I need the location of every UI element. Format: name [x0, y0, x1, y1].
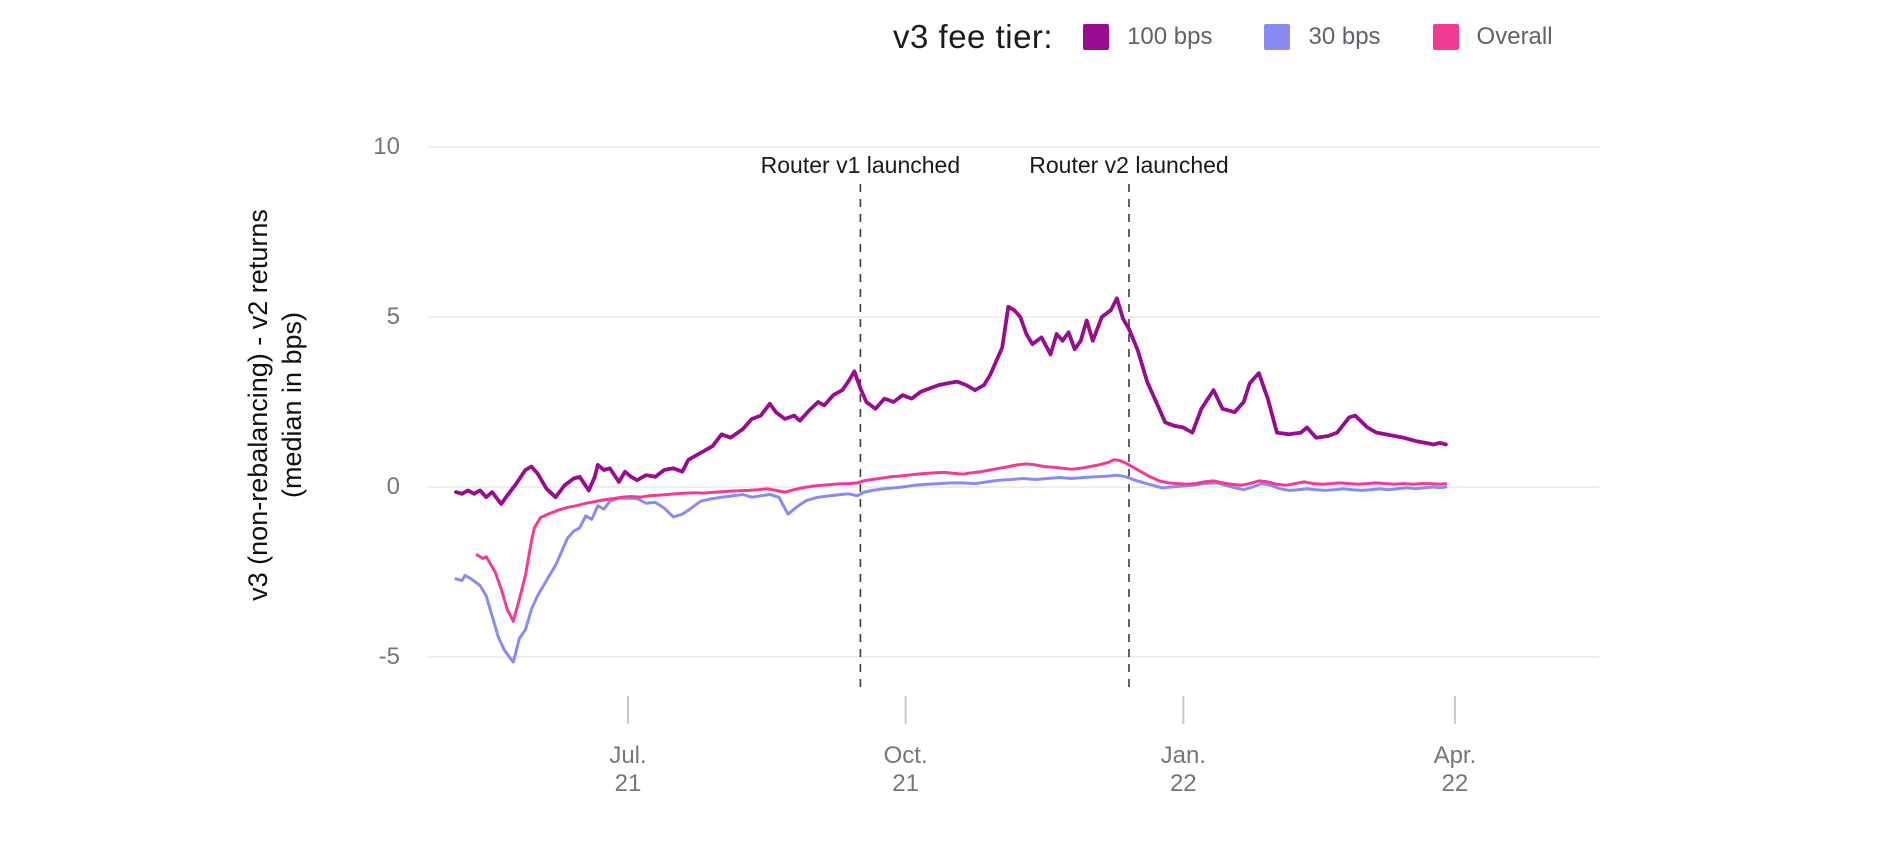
y-tick-label-10: 10: [373, 133, 400, 160]
x-tick-label-apr22: Apr. 22: [1433, 742, 1477, 797]
y-tick-label-neg5: -5: [378, 643, 400, 670]
annotation-router-v1: Router v1 launched: [760, 152, 961, 178]
annotation-router-v2: Router v2 launched: [1029, 152, 1229, 178]
legend-item-overall: Overall: [1432, 23, 1553, 51]
x-tick-label-jan22: Jan. 22: [1160, 742, 1206, 797]
y-tick-label-0: 0: [386, 473, 400, 500]
legend-label-100bps: 100 bps: [1127, 23, 1213, 50]
legend-label-30bps: 30 bps: [1308, 23, 1381, 50]
legend-swatch-30bps-icon: [1264, 24, 1291, 50]
x-tick-label-jul21: Jul. 21: [609, 742, 647, 797]
legend-swatch-100bps-icon: [1083, 24, 1110, 50]
legend-item-30bps: 30 bps: [1264, 23, 1381, 51]
legend-item-100bps: 100 bps: [1083, 23, 1212, 51]
x-tick-label-oct21: Oct. 21: [883, 742, 928, 797]
legend-title: v3 fee tier:: [893, 18, 1054, 55]
chart-legend: v3 fee tier: 100 bps 30 bps Overall: [893, 18, 1605, 56]
y-axis-title-line1: v3 (non-rebalancing) - v2 returns: [243, 209, 273, 601]
legend-label-overall: Overall: [1476, 23, 1553, 50]
legend-swatch-overall-icon: [1432, 24, 1459, 50]
y-tick-label-5: 5: [386, 303, 400, 330]
